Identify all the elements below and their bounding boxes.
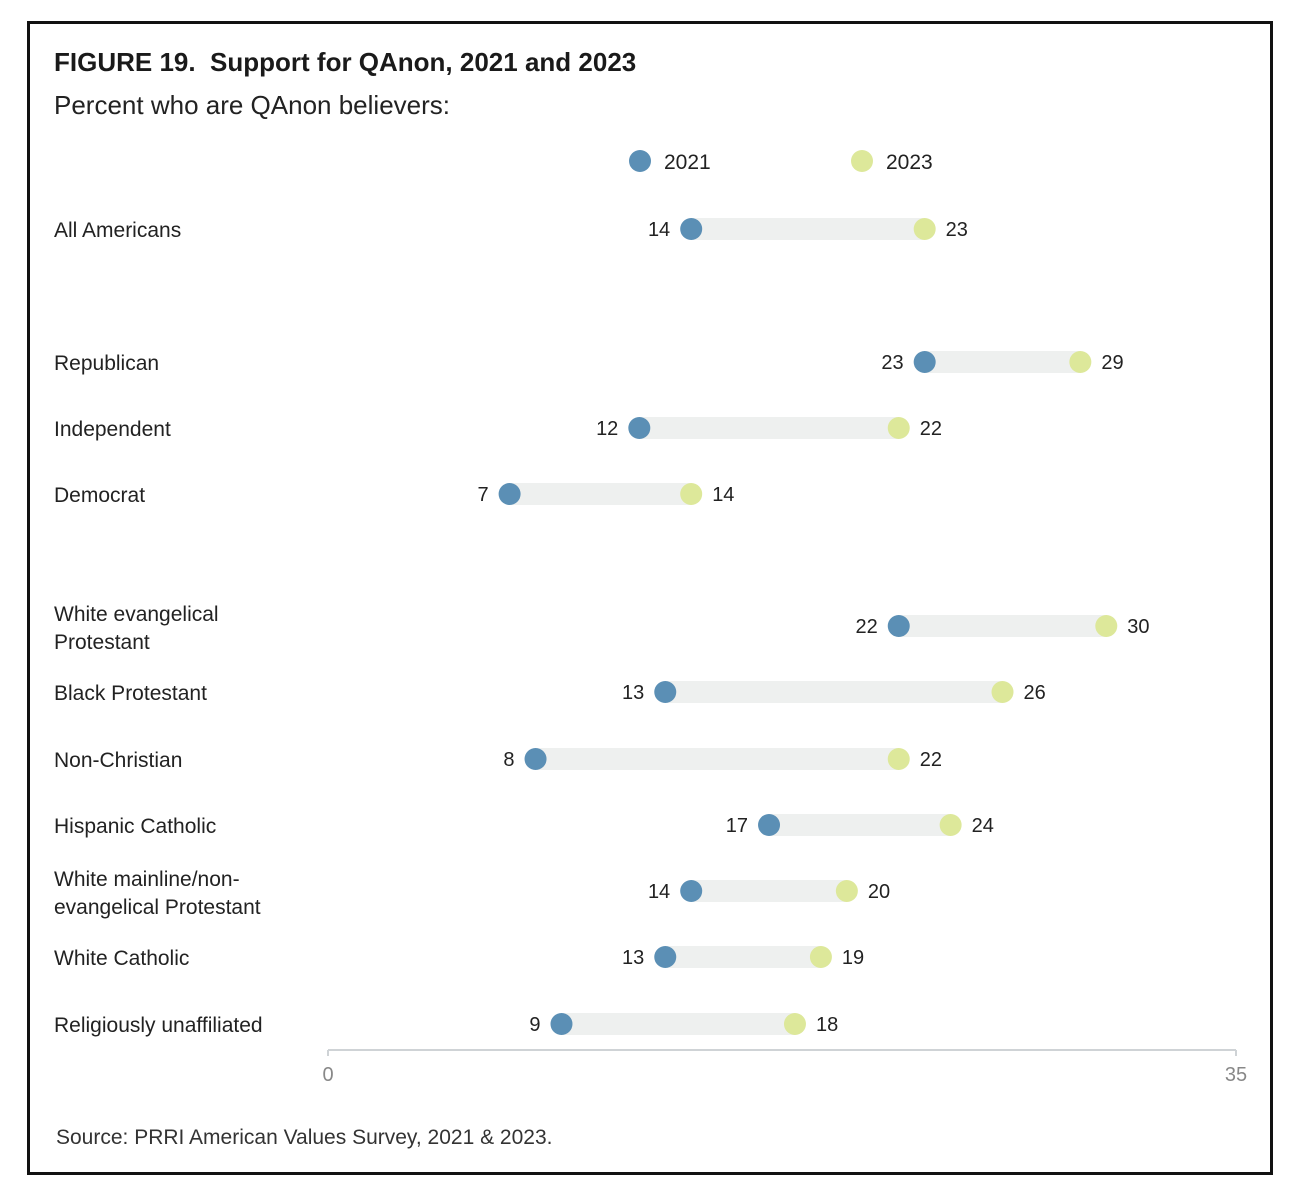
range-bar (769, 814, 951, 836)
row-9: White Catholic 13 19 (54, 946, 864, 970)
x-tick-label-35: 35 (1225, 1064, 1247, 1086)
row-1: Republican 23 29 (54, 351, 1124, 375)
x-axis: 0 35 (322, 1049, 1247, 1086)
row-2: Independent 12 22 (54, 417, 942, 441)
range-bar (509, 483, 692, 505)
row-4: White evangelical Protestant 22 30 (54, 603, 1150, 654)
value-label-2021: 13 (622, 947, 644, 969)
point-2023 (887, 417, 910, 439)
point-2023 (913, 218, 936, 240)
category-label: All Americans (54, 219, 181, 242)
point-2021 (680, 880, 703, 902)
category-label: Religiously unaffiliated (54, 1014, 263, 1037)
range-bar (665, 681, 1003, 703)
point-2021 (758, 814, 781, 836)
point-2021 (524, 748, 547, 770)
range-bar (561, 1013, 795, 1035)
point-2023 (939, 814, 962, 836)
value-label-2021: 8 (503, 749, 514, 771)
point-2021 (628, 417, 651, 439)
value-label-2023: 23 (946, 219, 968, 241)
value-label-2021: 13 (622, 682, 644, 704)
value-label-2023: 30 (1127, 616, 1149, 638)
row-6: Non-Christian 8 22 (54, 748, 942, 772)
category-label: Black Protestant (54, 682, 207, 705)
value-label-2023: 29 (1101, 352, 1123, 374)
category-label: White evangelical Protestant (54, 603, 219, 654)
value-label-2021: 12 (596, 418, 618, 440)
category-label: White mainline/non-evangelical Protestan… (54, 868, 261, 919)
value-label-2023: 20 (868, 881, 890, 903)
figure-frame (27, 21, 1273, 1175)
category-label: Hispanic Catholic (54, 815, 216, 838)
point-2021 (680, 218, 703, 240)
row-10: Religiously unaffiliated 9 18 (54, 1013, 838, 1037)
range-bar (924, 351, 1081, 373)
row-8: White mainline/non-evangelical Protestan… (54, 868, 890, 919)
value-label-2021: 9 (529, 1014, 540, 1036)
legend-label-2021: 2021 (664, 151, 711, 174)
point-2023 (1095, 615, 1118, 637)
range-bar (691, 880, 847, 902)
category-label: Democrat (54, 484, 145, 507)
point-2023 (680, 483, 703, 505)
point-2023 (991, 681, 1014, 703)
value-label-2021: 22 (855, 616, 877, 638)
range-bar (535, 748, 899, 770)
value-label-2021: 14 (648, 219, 670, 241)
chart-subtitle: Percent who are QAnon believers: (54, 90, 450, 120)
legend: 2021 2023 (629, 150, 933, 174)
value-label-2023: 24 (972, 815, 994, 837)
category-label: Republican (54, 352, 159, 375)
range-bar (639, 417, 899, 439)
range-bar (691, 218, 925, 240)
category-label: Non-Christian (54, 749, 182, 772)
point-2023 (835, 880, 858, 902)
point-2021 (498, 483, 521, 505)
point-2021 (654, 946, 677, 968)
row-5: Black Protestant 13 26 (54, 681, 1046, 705)
point-2023 (1069, 351, 1092, 373)
point-2021 (887, 615, 910, 637)
chart-rows: All Americans 14 23 Republican 23 29 Independe… (54, 218, 1150, 1037)
point-2023 (809, 946, 832, 968)
source-note: Source: PRRI American Values Survey, 202… (56, 1126, 553, 1149)
value-label-2023: 22 (920, 418, 942, 440)
value-label-2021: 7 (477, 484, 488, 506)
category-label: Independent (54, 418, 171, 441)
value-label-2021: 14 (648, 881, 670, 903)
point-2021 (550, 1013, 573, 1035)
x-tick-label-0: 0 (322, 1064, 333, 1086)
range-bar (898, 615, 1107, 637)
point-2023 (783, 1013, 806, 1035)
value-label-2023: 18 (816, 1014, 838, 1036)
point-2021 (654, 681, 677, 703)
row-3: Democrat 7 14 (54, 483, 734, 507)
value-label-2023: 26 (1024, 682, 1046, 704)
value-label-2023: 22 (920, 749, 942, 771)
value-label-2023: 19 (842, 947, 864, 969)
legend-marker-2023 (851, 150, 873, 172)
row-7: Hispanic Catholic 17 24 (54, 814, 994, 838)
range-bar (665, 946, 821, 968)
point-2023 (887, 748, 910, 770)
point-2021 (913, 351, 936, 373)
chart-title: FIGURE 19. Support for QAnon, 2021 and 2… (54, 47, 637, 77)
value-label-2021: 23 (881, 352, 903, 374)
row-0: All Americans 14 23 (54, 218, 968, 242)
legend-label-2023: 2023 (886, 151, 933, 174)
category-label: White Catholic (54, 947, 189, 970)
value-label-2021: 17 (726, 815, 748, 837)
value-label-2023: 14 (712, 484, 734, 506)
legend-marker-2021 (629, 150, 651, 172)
